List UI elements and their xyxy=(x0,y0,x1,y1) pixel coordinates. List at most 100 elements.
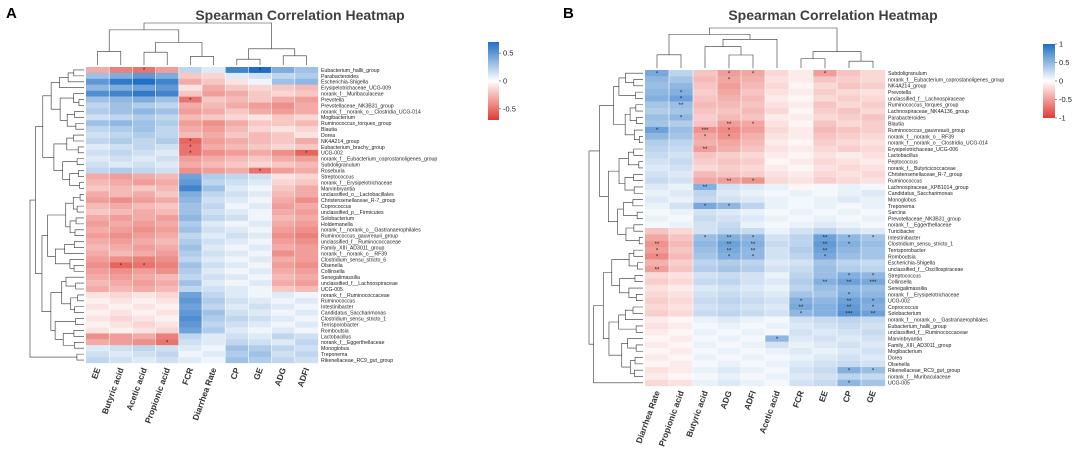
row-dendrogram-branch xyxy=(593,305,643,384)
heatmap-cell xyxy=(294,132,319,139)
heatmap-cell xyxy=(86,84,110,91)
significance-mark: * xyxy=(704,204,707,210)
heatmap-cell xyxy=(132,84,156,91)
heatmap-cell xyxy=(178,96,203,103)
heatmap-cell xyxy=(202,291,226,299)
heatmap-cell xyxy=(132,197,156,204)
heatmap-cell xyxy=(717,177,742,184)
heatmap-cell xyxy=(132,209,156,216)
row-label: unclassified_o__Lactobacillales xyxy=(321,192,394,198)
heatmap-cell xyxy=(155,197,179,204)
heatmap-cell xyxy=(813,348,838,355)
heatmap-cell xyxy=(202,226,226,233)
heatmap-cell xyxy=(132,250,156,257)
heatmap-cell xyxy=(202,274,226,281)
row-label: Solobacterium xyxy=(321,216,354,222)
heatmap-cell xyxy=(861,265,886,273)
row-label: Rikenellaceae_RC9_gut_group xyxy=(888,368,960,374)
significance-mark: * xyxy=(872,236,875,242)
heatmap-cell xyxy=(155,96,179,103)
heatmap-cell xyxy=(294,197,319,204)
heatmap-cell xyxy=(202,155,226,162)
heatmap-cell xyxy=(202,262,226,269)
row-dendrogram-branch xyxy=(632,306,643,314)
heatmap-cell xyxy=(132,280,156,287)
column-label: GE xyxy=(864,389,878,404)
heatmap-cell xyxy=(717,278,742,286)
heatmap-cell xyxy=(248,345,272,352)
row-label: Erysipelotrichaceae_UCG-006 xyxy=(888,147,958,153)
column-label: Butyric acid xyxy=(100,366,126,415)
heatmap-cell xyxy=(294,167,319,174)
heatmap-cell xyxy=(813,120,838,128)
heatmap-cell xyxy=(271,203,295,210)
heatmap-cell xyxy=(741,209,766,216)
colorbar-tick-label: 0.5 xyxy=(1059,58,1069,67)
heatmap-cell xyxy=(178,155,203,162)
heatmap-cell xyxy=(225,161,249,168)
heatmap-cell xyxy=(248,333,272,340)
heatmap-cell xyxy=(789,329,814,336)
heatmap-cell xyxy=(86,250,110,257)
row-label: Olsenella xyxy=(321,263,343,269)
heatmap-cell xyxy=(294,244,319,251)
heatmap-cell xyxy=(109,232,133,239)
heatmap-cell xyxy=(861,310,886,317)
column-dendrogram-branch xyxy=(248,48,296,60)
heatmap-cell xyxy=(271,197,295,204)
row-label: UCG-002 xyxy=(888,299,910,305)
heatmap-cell xyxy=(271,209,295,216)
heatmap-cell xyxy=(86,291,110,299)
heatmap-cell xyxy=(178,291,203,299)
heatmap-cell xyxy=(294,149,319,156)
significance-mark: * xyxy=(872,305,875,311)
heatmap-cell xyxy=(225,72,249,79)
heatmap-cell xyxy=(645,95,670,102)
heatmap-cell xyxy=(837,291,862,298)
row-label: Eubacterium_hallii_group xyxy=(888,324,947,330)
heatmap-cell xyxy=(645,265,670,273)
row-dendrogram-branch xyxy=(67,72,84,83)
heatmap-cell xyxy=(225,67,249,74)
heatmap-cell xyxy=(155,191,179,198)
heatmap-cell xyxy=(132,173,156,180)
heatmap-cell xyxy=(741,379,766,387)
heatmap-cell xyxy=(109,309,133,316)
heatmap-cell xyxy=(155,102,179,109)
heatmap-cell xyxy=(693,76,718,83)
row-label: Escherichia-Shigella xyxy=(321,80,368,86)
heatmap-cell xyxy=(202,220,226,227)
heatmap-cell xyxy=(225,96,249,103)
row-dendrogram-branch xyxy=(78,170,84,177)
heatmap-cell xyxy=(837,272,862,279)
significance-mark: * xyxy=(752,179,755,185)
heatmap-cell xyxy=(861,107,886,115)
heatmap-cell xyxy=(693,354,718,361)
heatmap-cell xyxy=(717,265,742,273)
heatmap-cell xyxy=(837,202,862,210)
row-label: Solobacterium xyxy=(888,311,921,317)
heatmap-cell xyxy=(294,84,319,91)
heatmap-cell xyxy=(225,179,249,186)
heatmap-cell xyxy=(789,246,814,254)
heatmap-cell xyxy=(645,341,670,349)
heatmap-cell xyxy=(741,240,766,248)
heatmap-cell xyxy=(86,280,110,287)
heatmap-cell xyxy=(741,107,766,115)
row-dendrogram-branch xyxy=(633,79,643,87)
row-label: norank_f__norank_o__Clostridia_UCG-014 xyxy=(321,109,421,115)
heatmap-cell xyxy=(294,120,319,127)
heatmap-cell xyxy=(178,315,203,322)
heatmap-cell xyxy=(202,78,226,85)
heatmap-cell xyxy=(109,179,133,186)
heatmap-cell xyxy=(741,246,766,254)
row-dendrogram-branch xyxy=(65,276,84,287)
significance-mark: * xyxy=(752,71,755,77)
row-dendrogram-branch xyxy=(76,158,84,165)
row-label: Streptococcus xyxy=(321,174,354,180)
heatmap-cell xyxy=(86,197,110,204)
row-dendrogram-branch xyxy=(47,214,66,257)
row-label: Collinsella xyxy=(888,280,912,286)
row-label: Ruminococcus_torques_group xyxy=(888,103,958,109)
heatmap-cell xyxy=(645,82,670,90)
